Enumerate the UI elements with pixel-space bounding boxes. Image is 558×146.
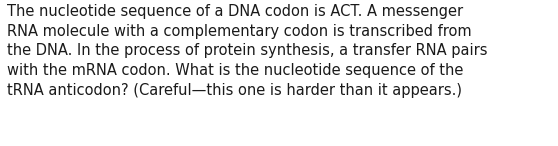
Text: The nucleotide sequence of a DNA codon is ACT. A messenger
RNA molecule with a c: The nucleotide sequence of a DNA codon i…	[7, 4, 487, 98]
